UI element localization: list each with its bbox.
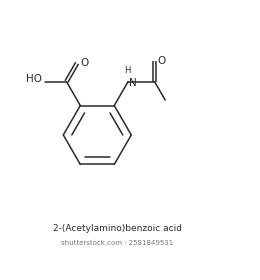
Text: HO: HO (26, 74, 42, 84)
Text: N: N (129, 78, 137, 88)
Text: H: H (124, 66, 130, 76)
Text: O: O (158, 57, 166, 66)
Text: O: O (80, 58, 88, 68)
Text: 2-(Acetylamino)benzoic acid: 2-(Acetylamino)benzoic acid (53, 224, 182, 233)
Text: shutterstock.com · 2581849531: shutterstock.com · 2581849531 (61, 240, 173, 246)
